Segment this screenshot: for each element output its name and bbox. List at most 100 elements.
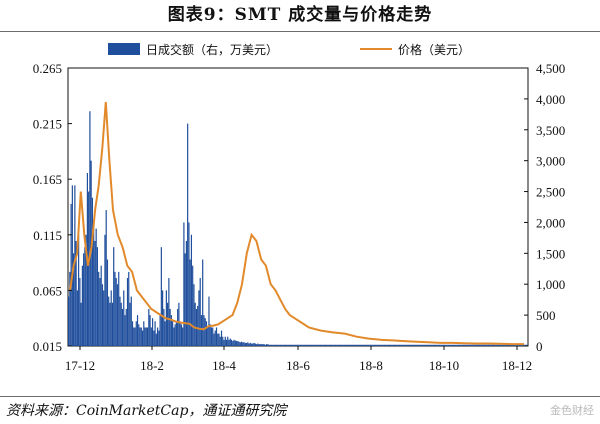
volume-bar [356,344,358,346]
volume-bar [314,344,317,346]
volume-bar [516,344,518,346]
volume-bar [139,327,141,346]
volume-bar [506,344,508,346]
volume-bar [413,344,416,346]
volume-bar [490,344,492,346]
volume-bar [220,330,223,346]
volume-bar [505,344,507,346]
volume-bar [158,330,160,346]
volume-bar [279,344,282,346]
volume-bar [286,344,288,346]
volume-bar [252,343,254,346]
volume-bar [346,344,348,346]
volume-bar [407,344,409,346]
volume-bar [262,344,264,346]
volume-bar [426,344,428,346]
volume-bar [397,344,399,346]
volume-bar [111,302,114,346]
volume-bar [465,344,467,346]
volume-bar [177,308,179,346]
volume-bar [213,333,215,346]
volume-bar [68,296,70,346]
volume-bar [146,327,149,346]
volume-bar [85,234,87,346]
volume-bar [151,318,154,346]
volume-bar [329,344,332,346]
volume-bar [225,339,228,346]
volume-bar [240,341,243,346]
volume-bar [237,341,239,346]
left-tick-label: 0.215 [33,117,62,132]
volume-bar [138,324,140,346]
volume-bar [470,344,472,346]
volume-bar [418,344,421,346]
volume-bar [321,344,323,346]
volume-bar [318,344,320,346]
volume-bar [362,344,364,346]
volume-bar [471,344,473,346]
volume-bar [91,197,93,346]
volume-bar [167,302,169,346]
volume-bar [385,344,387,346]
volume-bar [131,321,134,346]
volume-bar [368,344,371,346]
volume-bar [462,344,465,346]
legend: 日成交额（右，万美元） 价格（美元） [108,42,470,57]
volume-bar [436,344,438,346]
volume-bar [474,344,476,346]
volume-bar [235,341,238,346]
volume-bar [469,344,471,346]
volume-bar [230,339,233,346]
volume-bar [118,271,120,346]
volume-bar [360,344,362,346]
volume-bar [193,284,195,346]
volume-bar [487,344,490,346]
volume-bar [129,302,131,346]
volume-bar [350,344,352,346]
volume-bar [278,344,280,346]
volume-bar [387,344,389,346]
volume-bar [338,344,340,346]
volume-bar [229,338,231,346]
volume-bar [148,308,150,346]
volume-bar [274,344,276,346]
right-tick-label: 500 [536,308,556,323]
volume-bar [486,344,488,346]
volume-bar [428,344,431,346]
volume-bar [373,344,376,346]
volume-bar [393,344,396,346]
volume-bar [461,344,463,346]
volume-bar [365,344,367,346]
volume-bar [452,344,454,346]
volume-bar [336,344,338,346]
volume-bars [68,111,528,347]
volume-bar [172,321,174,346]
volume-bar [79,278,81,346]
volume-bar [319,344,322,346]
volume-bar [423,344,426,346]
volume-bar [337,344,339,346]
volume-bar [245,342,248,346]
right-axis-ticks: 0 500 1,000 1,500 2,000 2,500 3,000 3,500 4,000 4… [524,61,565,354]
volume-bar [466,344,468,346]
volume-bar [96,247,99,346]
volume-bar [502,344,505,346]
volume-bar [144,327,146,346]
volume-bar [188,222,190,346]
volume-bar [416,344,418,346]
volume-bar [485,344,487,346]
volume-bar [293,344,295,346]
volume-bar [257,343,259,346]
volume-bar [154,321,156,346]
watermark-logo: 金色财经 [550,404,594,417]
volume-bar [371,344,373,346]
volume-bar [492,344,495,346]
right-tick-label: 4,500 [536,61,565,76]
volume-bar [507,344,510,346]
volume-bar [427,344,429,346]
volume-bar [219,336,221,346]
volume-bar [133,327,135,346]
volume-bar [477,344,480,346]
volume-bar [484,344,486,346]
volume-bar [512,344,515,346]
